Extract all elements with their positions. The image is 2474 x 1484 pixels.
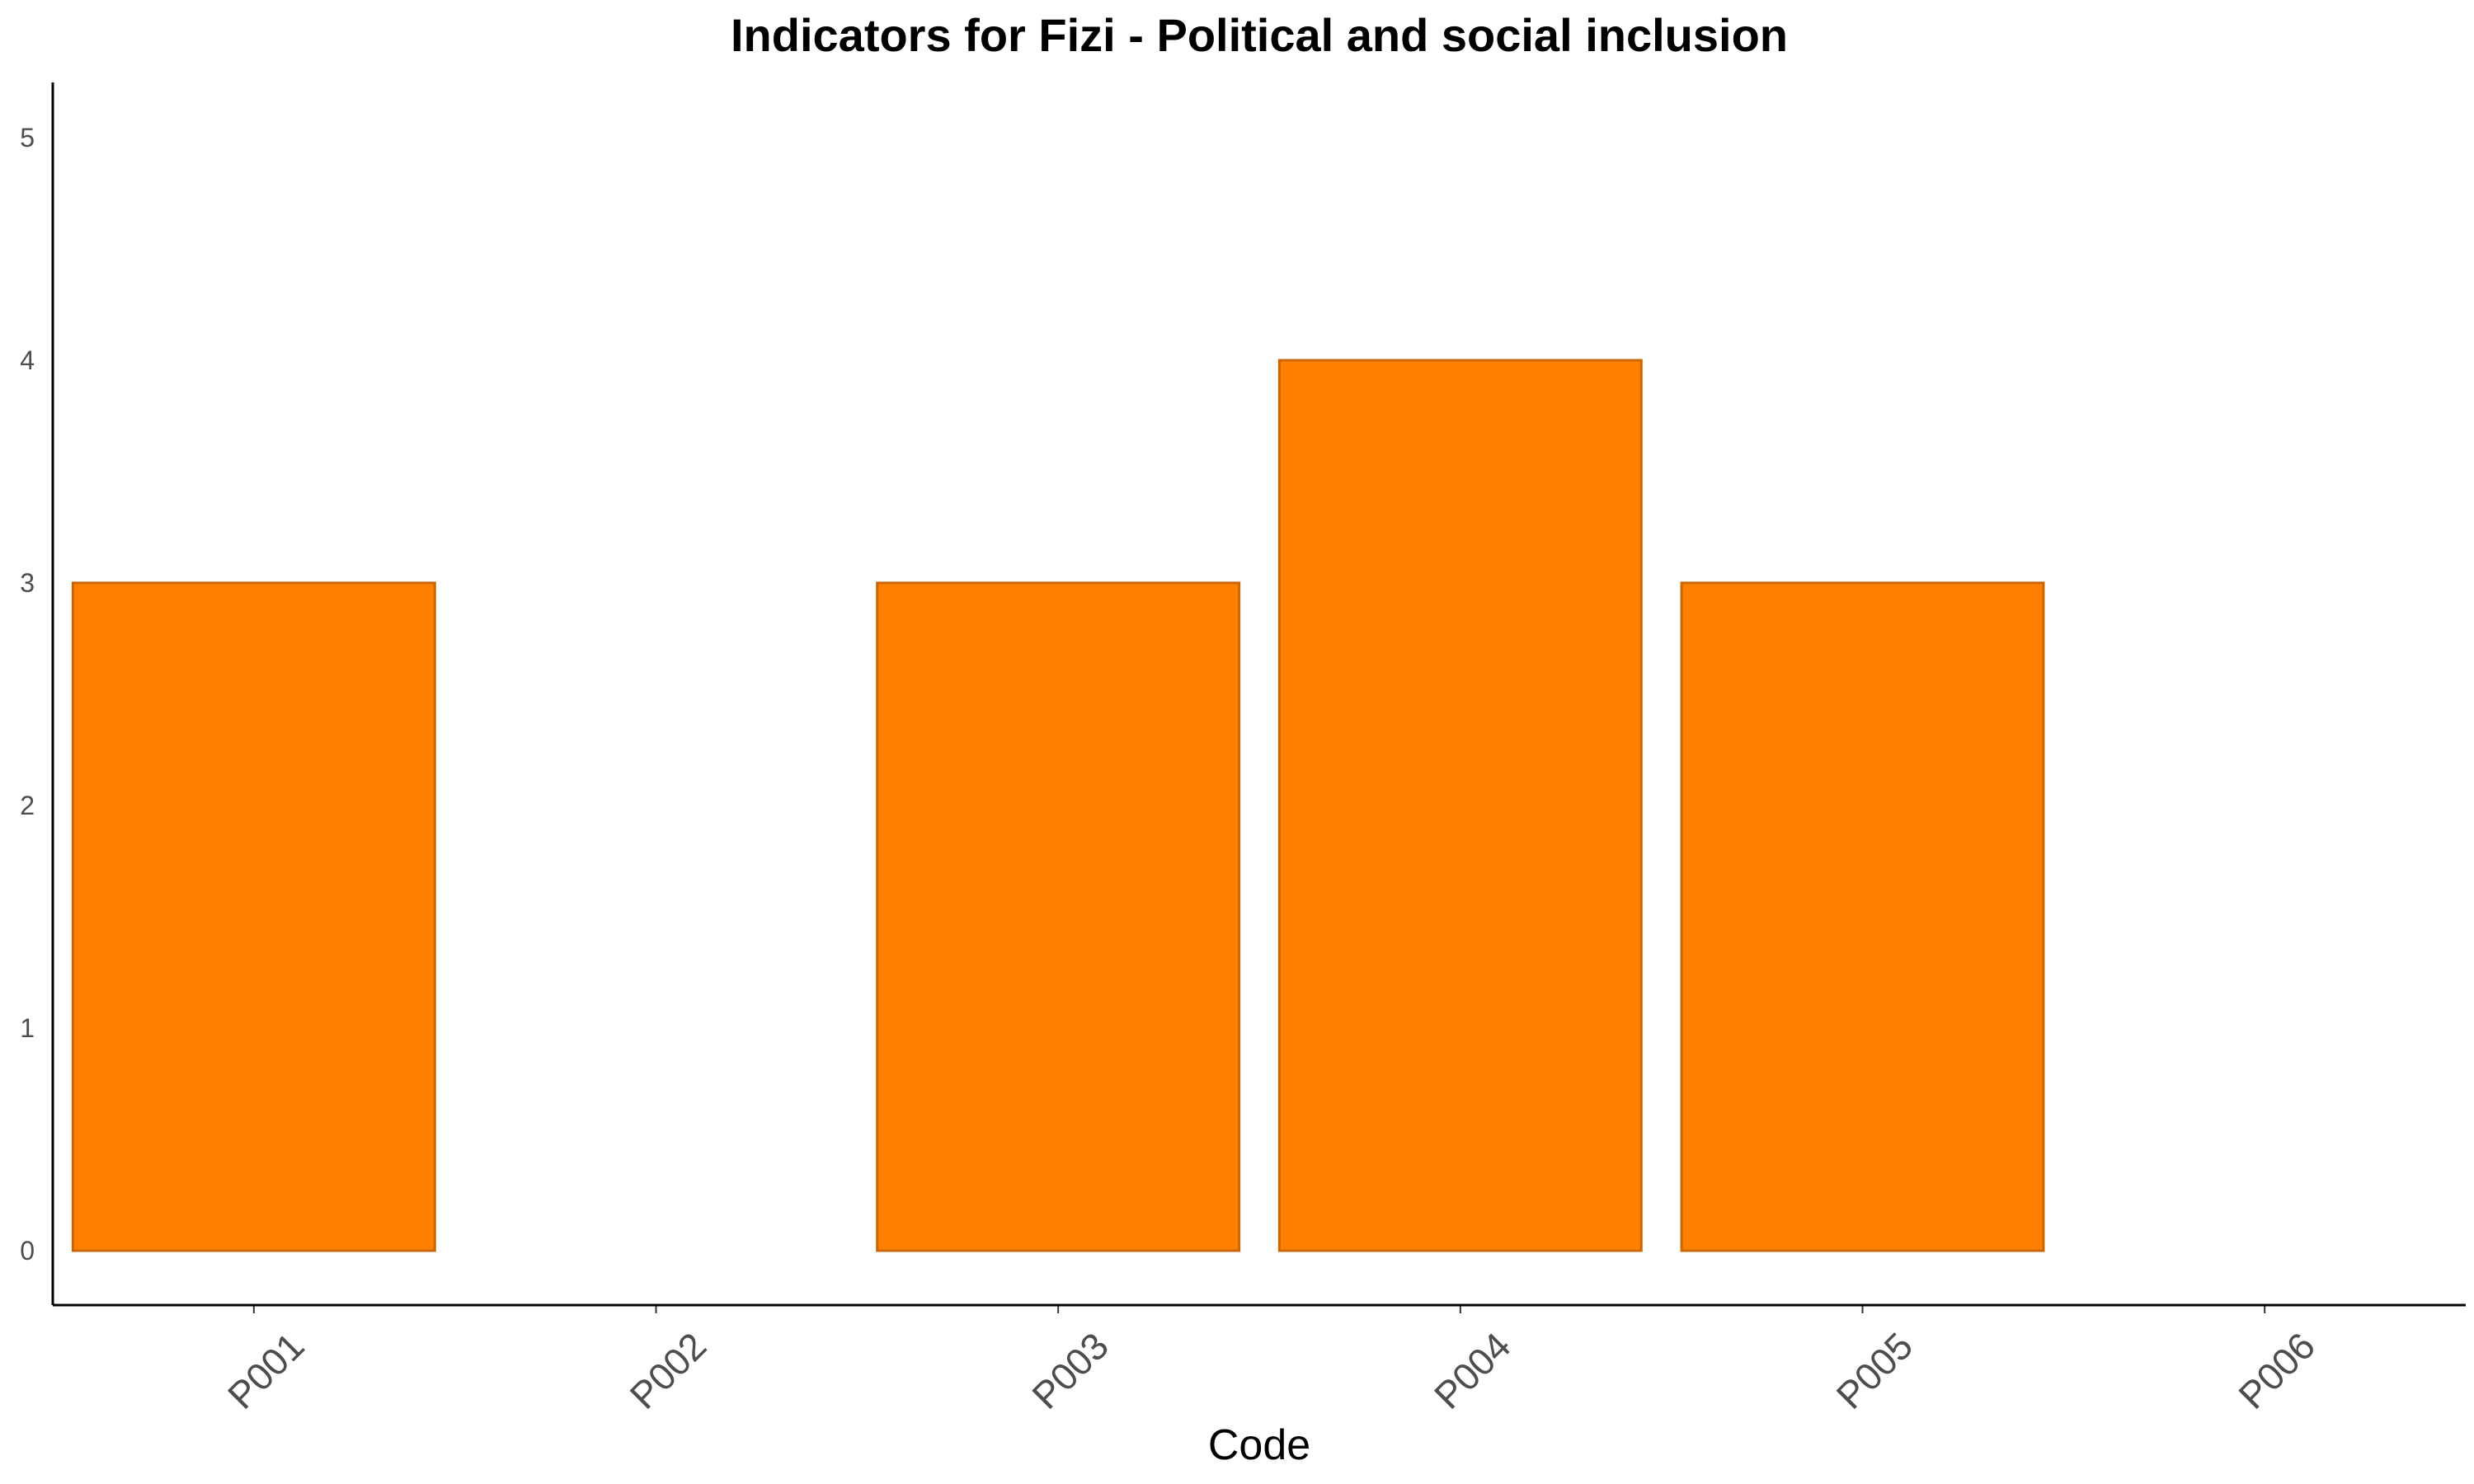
y-axis-ticks: 0 1 2 3 4 5 [20,123,35,1266]
y-tick-label: 2 [20,791,35,820]
bar-p001 [71,581,436,1252]
x-tick-label: P004 [1426,1324,1519,1417]
x-axis-title: Code [1208,1421,1310,1469]
y-tick-label: 4 [20,345,35,375]
chart-title: Indicators for Fizi - Political and soci… [731,9,1788,61]
y-tick-label: 0 [20,1236,35,1266]
x-tick-label: P001 [219,1324,313,1417]
x-axis-ticks: P001 P002 P003 P004 P005 P006 [219,1305,2323,1417]
x-tick-label: P002 [622,1324,715,1417]
y-tick-label: 1 [20,1013,35,1043]
y-tick-label: 5 [20,123,35,153]
x-tick-label: P005 [1828,1324,1921,1417]
x-tick-label: P003 [1023,1324,1117,1417]
bar-p004 [1277,359,1643,1252]
bars-group [71,359,2045,1252]
bar-p003 [876,581,1241,1252]
x-tick-label: P006 [2230,1324,2323,1417]
bar-p005 [1680,581,2045,1252]
y-tick-label: 3 [20,568,35,598]
